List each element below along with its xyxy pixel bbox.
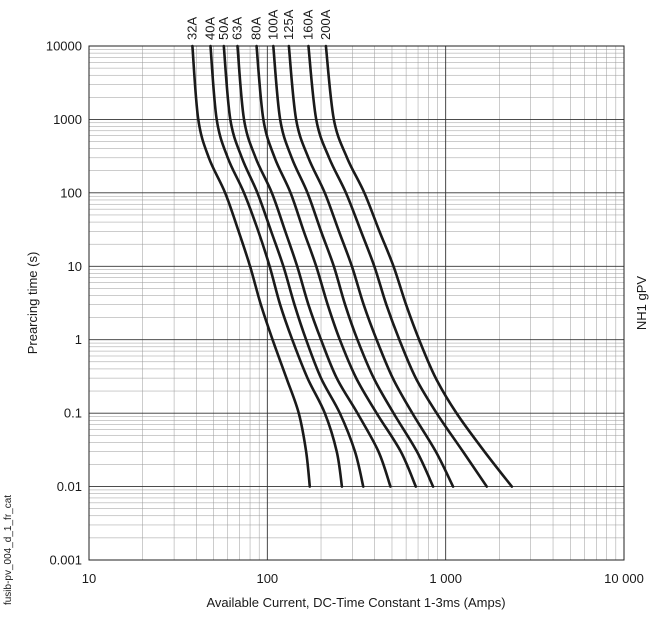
x-tick-label: 10 (82, 571, 96, 586)
series-label-200a: 200A (318, 9, 333, 40)
series-label-160a: 160A (300, 9, 315, 40)
side-label: NH1 gPV (634, 276, 649, 331)
y-tick-label: 1 (75, 332, 82, 347)
major-grid (89, 46, 624, 560)
x-tick-labels: 10 100 1 000 10 000 (82, 571, 644, 586)
x-tick-label: 10 000 (604, 571, 644, 586)
x-tick-label: 100 (256, 571, 278, 586)
y-axis-title: Prearcing time (s) (25, 252, 40, 355)
y-tick-label: 1000 (53, 112, 82, 127)
minor-grid (89, 46, 624, 560)
series-label-100a: 100A (265, 9, 280, 40)
y-tick-label: 0.01 (57, 479, 82, 494)
watermark-code: fusib-pv_004_d_1_fr_cat (3, 495, 14, 605)
series-label-63a: 63A (230, 17, 245, 40)
x-tick-label: 1 000 (429, 571, 462, 586)
series-label-32a: 32A (184, 17, 199, 40)
series-label-80a: 80A (249, 17, 264, 40)
plot-frame (89, 46, 624, 560)
series-label-125a: 125A (281, 9, 296, 40)
y-tick-label: 10 (68, 259, 82, 274)
y-tick-label: 10000 (46, 39, 82, 54)
y-tick-labels: 10000 1000 100 10 1 0.1 0.01 0.001 (46, 39, 82, 568)
x-axis-title: Available Current, DC-Time Constant 1-3m… (206, 595, 505, 610)
y-tick-label: 0.001 (49, 553, 82, 568)
y-tick-label: 100 (60, 185, 82, 200)
y-tick-label: 0.1 (64, 406, 82, 421)
